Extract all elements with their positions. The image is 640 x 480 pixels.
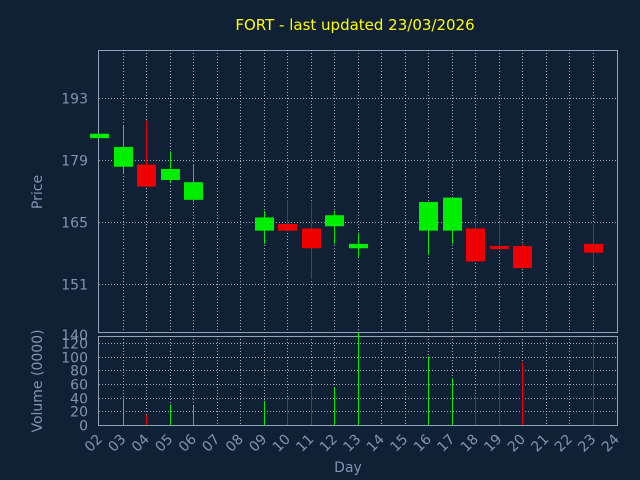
y-axis-label: Price	[30, 175, 46, 209]
x-tick-label: 07	[199, 432, 223, 456]
candle-body-23	[584, 243, 603, 253]
x-tick-label: 10	[270, 432, 294, 456]
candle-layer	[90, 120, 603, 280]
candle-body-18	[466, 228, 485, 262]
x-axis-label: Day	[334, 460, 362, 476]
x-tick-label: 04	[129, 431, 153, 455]
chart-title: FORT - last updated 23/03/2026	[235, 16, 474, 34]
volume-tick-label: 80	[70, 364, 88, 380]
candle-body-04	[137, 164, 156, 187]
x-tick-label: 08	[223, 432, 247, 456]
price-tick-label: 179	[61, 154, 88, 170]
candle-body-20	[513, 246, 532, 269]
x-tick-label: 06	[176, 431, 200, 455]
x-tick-label: 03	[105, 432, 129, 456]
volume-tick-label: 60	[70, 378, 88, 394]
x-tick-label: 19	[481, 432, 505, 456]
candle-body-05	[161, 168, 180, 180]
volume-tick-label: 120	[61, 337, 88, 353]
x-tick-label: 02	[82, 432, 106, 456]
candle-body-02	[90, 133, 109, 139]
x-tick-label: 05	[152, 432, 176, 456]
x-tick-label: 17	[434, 432, 458, 456]
candle-body-03	[114, 146, 133, 167]
x-tick-label: 20	[505, 432, 529, 456]
volume-tick-label: 20	[70, 405, 88, 421]
volume-axis-label: Volume (0000)	[30, 329, 46, 432]
volume-tick-label: 100	[61, 351, 88, 367]
candle-body-16	[419, 202, 438, 231]
volume-layer	[123, 332, 594, 425]
candle-body-12	[325, 215, 344, 227]
x-tick-label: 23	[575, 432, 599, 456]
x-tick-label: 15	[387, 432, 411, 456]
candle-body-06	[184, 182, 203, 200]
x-tick-label: 22	[552, 432, 576, 456]
candle-body-19	[490, 246, 509, 250]
candle-body-09	[255, 217, 274, 231]
x-tick-label: 18	[458, 432, 482, 456]
candle-body-11	[302, 228, 321, 249]
price-tick-label: 165	[61, 216, 88, 232]
price-tick-label: 193	[61, 92, 88, 108]
candle-body-17	[443, 197, 462, 231]
volume-tick-label: 0	[79, 419, 88, 435]
x-tick-label: 21	[528, 432, 552, 456]
price-panel-frame	[98, 50, 618, 333]
candle-body-10	[278, 224, 297, 231]
candle-body-13	[349, 243, 368, 249]
volume-tick-label: 40	[70, 392, 88, 408]
x-tick-label: 09	[246, 432, 270, 456]
price-tick-label: 151	[61, 278, 88, 294]
x-tick-label: 11	[293, 432, 317, 456]
x-tick-label: 13	[340, 432, 364, 456]
price-tick-label: 140	[61, 328, 88, 344]
x-tick-label: 12	[317, 432, 341, 456]
x-tick-label: 14	[364, 431, 388, 455]
x-tick-label: 16	[411, 431, 435, 455]
x-tick-label: 24	[599, 431, 623, 455]
